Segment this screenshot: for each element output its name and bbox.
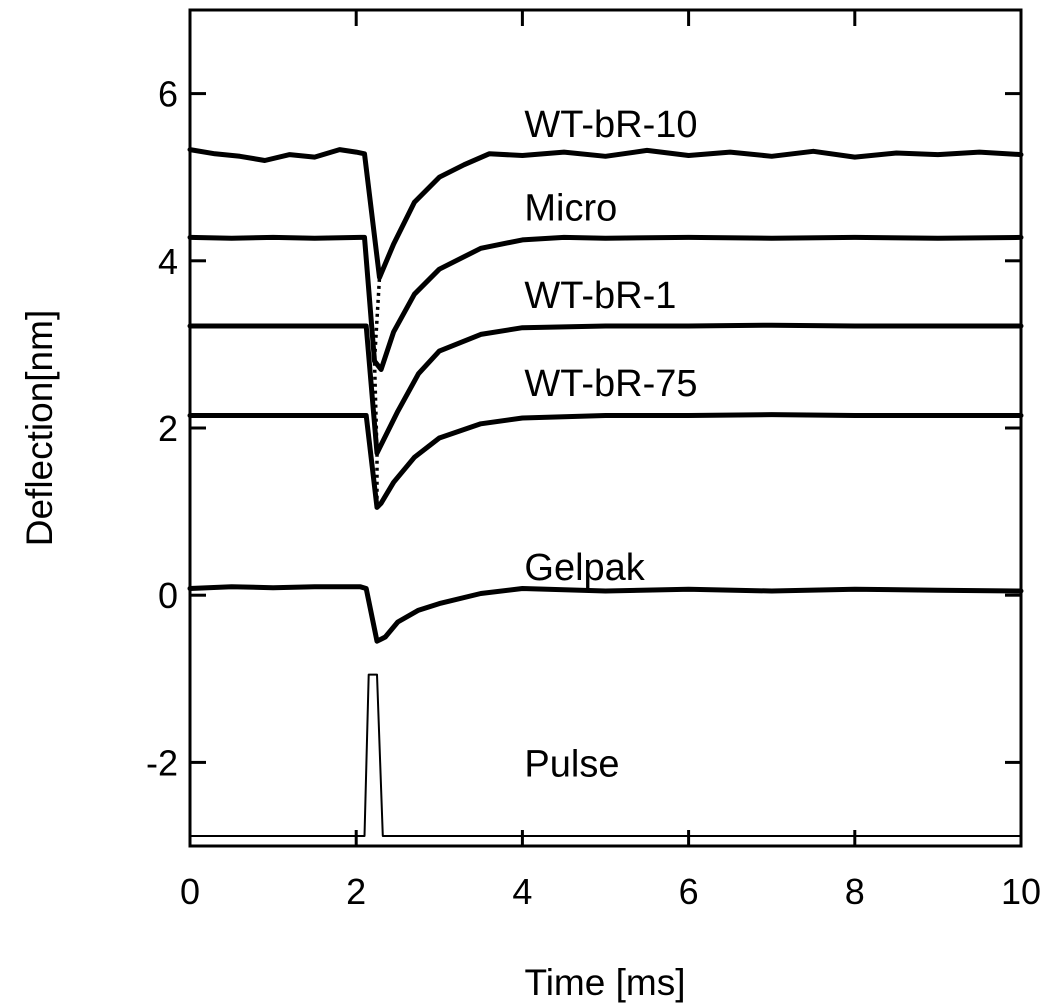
series-line-pulse (189, 673, 1022, 837)
series-line-gelpak (187, 584, 1024, 644)
y-tick-label-2: 2 (158, 408, 178, 449)
y-axis-title: Deflection[nm] (19, 310, 60, 547)
series-line-wt-br-75 (187, 412, 1024, 510)
axis-ticks (188, 10, 1023, 846)
tick-labels: 0 2 4 6 8 10 -2 0 2 4 6 (146, 74, 1041, 912)
series-label-wt-br-75: WT-bR-75 (524, 363, 697, 405)
series-lines (187, 147, 1024, 837)
y-tick-label-2: -2 (146, 742, 178, 783)
series-label-micro: Micro (524, 187, 617, 229)
series-labels: WT-bR-10 Micro WT-bR-1 WT-bR-75 Gelpak Pulse (524, 104, 697, 786)
series-label-pulse: Pulse (524, 743, 619, 785)
series-line-micro (187, 234, 1024, 372)
series-label-wt-br-10: WT-bR-10 (524, 104, 697, 146)
x-tick-label-8: 8 (845, 871, 865, 912)
x-tick-label-4: 4 (512, 871, 532, 912)
series-line-wt-br-10 (187, 147, 1024, 280)
y-tick-label-4: 4 (158, 241, 178, 282)
series-line-wt-br-1 (187, 322, 1024, 456)
x-tick-label-2: 2 (346, 871, 366, 912)
series-label-gelpak: Gelpak (524, 547, 645, 589)
y-tick-label-0: 0 (158, 575, 178, 616)
x-tick-label-10: 10 (1001, 871, 1041, 912)
y-tick-label-6: 6 (158, 74, 178, 115)
series-label-wt-br-1: WT-bR-1 (524, 275, 676, 317)
x-tick-label-0: 0 (180, 871, 200, 912)
x-axis-title: Time [ms] (524, 962, 685, 1003)
x-tick-label-6: 6 (679, 871, 699, 912)
